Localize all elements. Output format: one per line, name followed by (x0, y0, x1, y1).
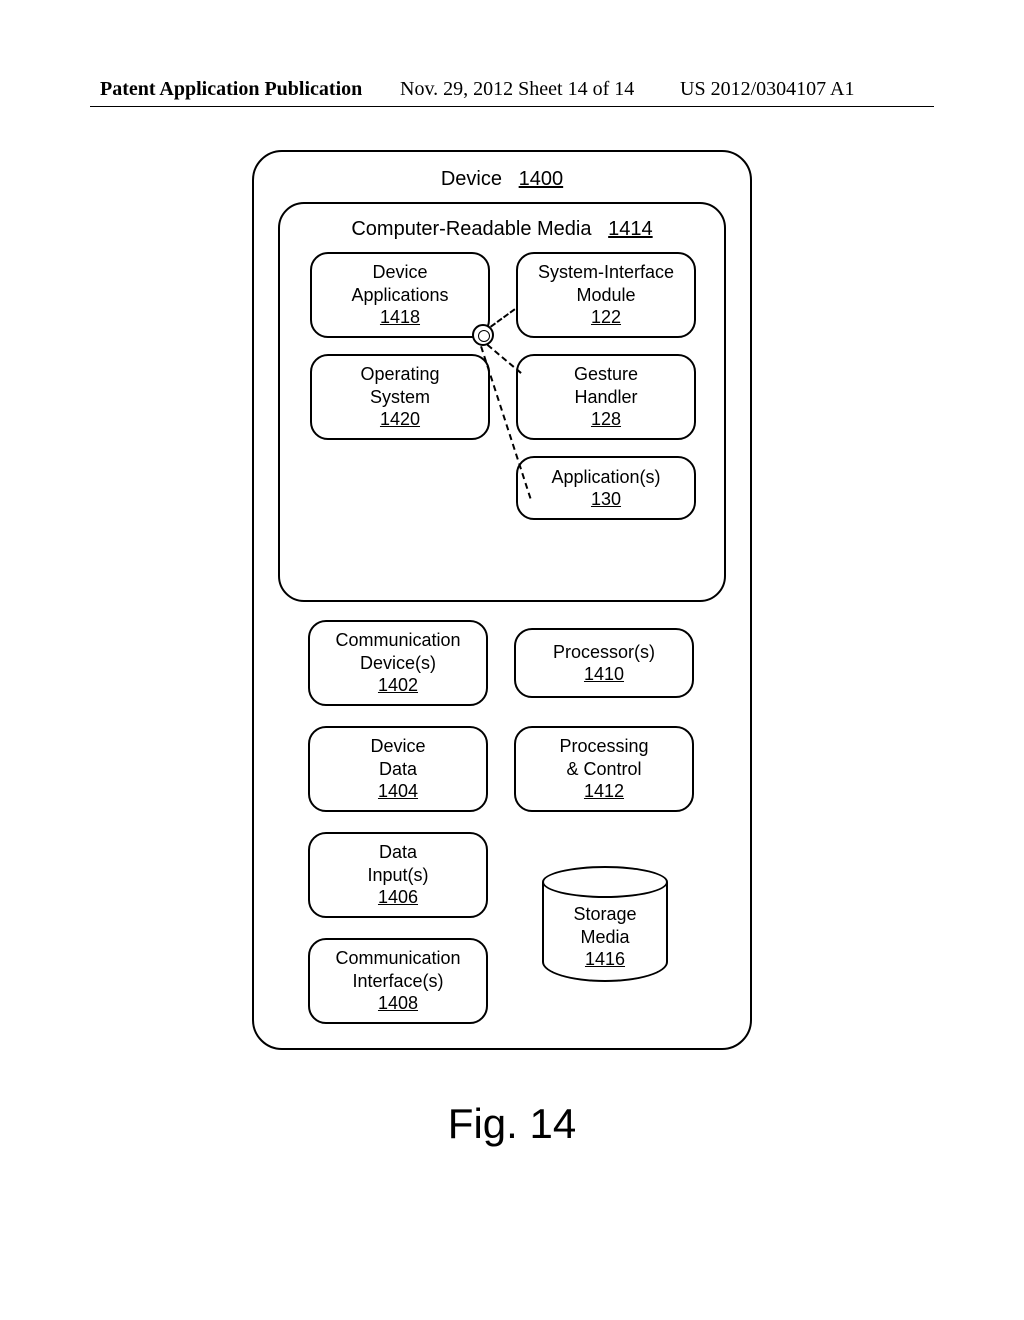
connector (490, 308, 515, 327)
text: Processor(s) (553, 641, 655, 664)
text: Data (379, 758, 417, 781)
ref: 128 (591, 408, 621, 431)
text: System-Interface (538, 261, 674, 284)
block-gesture-handler: Gesture Handler 128 (516, 354, 696, 440)
cylinder-top-icon (542, 866, 668, 898)
header-left: Patent Application Publication (100, 78, 362, 101)
header-mid: Nov. 29, 2012 Sheet 14 of 14 (400, 78, 634, 101)
header-right: US 2012/0304107 A1 (680, 78, 854, 101)
crm-title: Computer-Readable Media 1414 (280, 218, 724, 241)
text: Module (576, 284, 635, 307)
text: Applications (351, 284, 448, 307)
ref: 1410 (584, 663, 624, 686)
text: Interface(s) (352, 970, 443, 993)
text: Communication (335, 629, 460, 652)
text: Storage (573, 903, 636, 926)
ref: 122 (591, 306, 621, 329)
text: Data (379, 841, 417, 864)
block-processors: Processor(s) 1410 (514, 628, 694, 698)
figure-caption: Fig. 14 (0, 1100, 1024, 1148)
crm-box: Computer-Readable Media 1414 Device Appl… (278, 202, 726, 602)
text: Device (372, 261, 427, 284)
text: Input(s) (367, 864, 428, 887)
text: Handler (574, 386, 637, 409)
block-processing-control: Processing & Control 1412 (514, 726, 694, 812)
block-device-applications: Device Applications 1418 (310, 252, 490, 338)
ref: 1408 (378, 992, 418, 1015)
header-rule (90, 106, 934, 107)
text: Operating (360, 363, 439, 386)
text: System (370, 386, 430, 409)
ref: 1418 (380, 306, 420, 329)
block-device-data: Device Data 1404 (308, 726, 488, 812)
text: Gesture (574, 363, 638, 386)
ref: 1404 (378, 780, 418, 803)
ref: 1420 (380, 408, 420, 431)
text: Processing (559, 735, 648, 758)
ref: 1412 (584, 780, 624, 803)
ref: 1406 (378, 886, 418, 909)
block-data-inputs: Data Input(s) 1406 (308, 832, 488, 918)
page: Patent Application Publication Nov. 29, … (0, 0, 1024, 1320)
block-applications: Application(s) 130 (516, 456, 696, 520)
text: Communication (335, 947, 460, 970)
text: Media (580, 926, 629, 949)
device-label: Device (441, 168, 502, 190)
text: Device (370, 735, 425, 758)
ref: 130 (591, 488, 621, 511)
pin-icon (472, 324, 494, 346)
block-communication-interfaces: Communication Interface(s) 1408 (308, 938, 488, 1024)
diagram: Device 1400 Computer-Readable Media 1414… (252, 150, 752, 1050)
ref: 1402 (378, 674, 418, 697)
block-system-interface-module: System-Interface Module 122 (516, 252, 696, 338)
text: & Control (566, 758, 641, 781)
text: Device(s) (360, 652, 436, 675)
block-operating-system: Operating System 1420 (310, 354, 490, 440)
device-ref: 1400 (519, 168, 564, 190)
crm-ref: 1414 (608, 218, 653, 240)
crm-label: Computer-Readable Media (351, 218, 591, 240)
connector (487, 344, 522, 374)
ref: 1416 (585, 948, 625, 971)
block-storage-media: Storage Media 1416 (542, 866, 668, 988)
device-title: Device 1400 (252, 168, 752, 191)
block-communication-devices: Communication Device(s) 1402 (308, 620, 488, 706)
text: Application(s) (551, 466, 660, 489)
